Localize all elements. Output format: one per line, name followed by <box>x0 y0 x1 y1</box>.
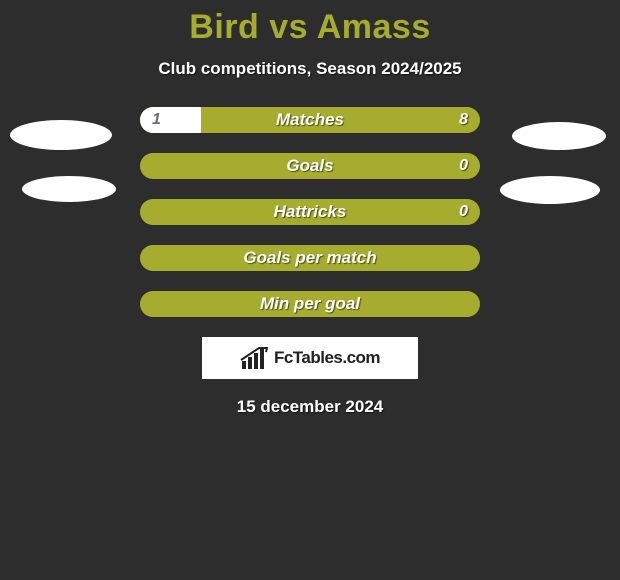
stat-row-matches: 1 Matches 8 <box>140 107 480 133</box>
stat-label: Goals <box>140 153 480 179</box>
chart-icon <box>240 347 268 369</box>
brand-text: FcTables.com <box>274 348 380 368</box>
page-title: Bird vs Amass <box>0 0 620 47</box>
comparison-card: Bird vs Amass Club competitions, Season … <box>0 0 620 580</box>
right-value: 0 <box>459 153 468 179</box>
date-label: 15 december 2024 <box>0 397 620 417</box>
stat-label: Hattricks <box>140 199 480 225</box>
stat-label: Matches <box>140 107 480 133</box>
brand-logo: FcTables.com <box>202 337 418 379</box>
stat-label: Min per goal <box>140 291 480 317</box>
stat-label: Goals per match <box>140 245 480 271</box>
stat-row-goals: Goals 0 <box>140 153 480 179</box>
stat-bars: 1 Matches 8 Goals 0 Hattricks 0 Goals pe… <box>0 107 620 317</box>
right-value: 0 <box>459 199 468 225</box>
stat-row-mpg: Min per goal <box>140 291 480 317</box>
subtitle: Club competitions, Season 2024/2025 <box>0 59 620 79</box>
stat-row-hattricks: Hattricks 0 <box>140 199 480 225</box>
right-value: 8 <box>459 107 468 133</box>
stat-row-gpm: Goals per match <box>140 245 480 271</box>
